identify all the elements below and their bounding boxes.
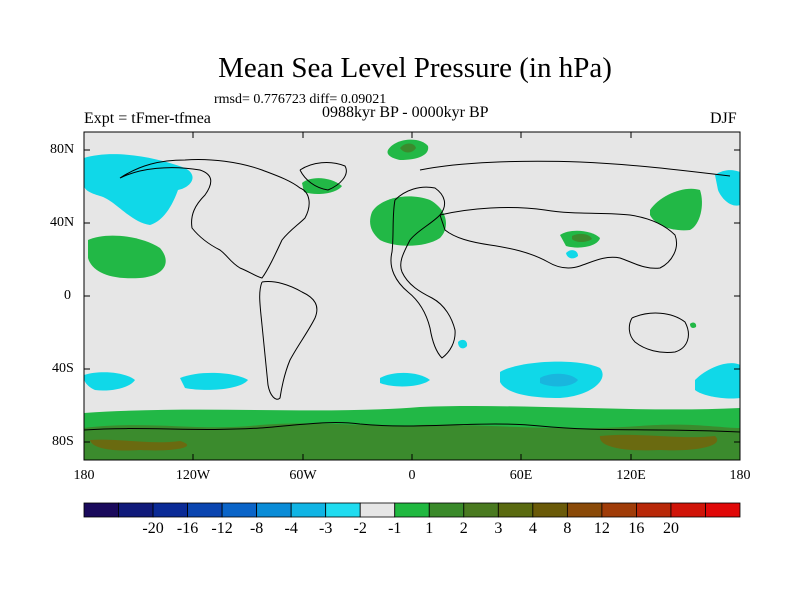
colorbar-label: -1 [388, 520, 402, 537]
north-pacific-negative-anomaly [84, 154, 193, 225]
rmsd-diff-label: rmsd= 0.776723 diff= 0.09021 [214, 92, 387, 107]
plot-title: Mean Sea Level Pressure (in hPa) [218, 52, 612, 84]
colorbar-label: -20 [142, 520, 164, 537]
lon-label-180e: 180 [729, 468, 751, 483]
colorbar-swatch-4 [221, 502, 258, 518]
colorbar-swatch-7 [325, 502, 361, 518]
lon-label-120e: 120E [616, 468, 646, 483]
madagascar-negative-anomaly [458, 339, 468, 349]
lon-label-60e: 60E [509, 468, 533, 483]
small-positive-anomaly [690, 322, 697, 328]
map-ticks [83, 132, 741, 460]
lat-label-40s: 40S [52, 361, 74, 376]
colorbar-label: 1 [425, 520, 434, 537]
arctic-coast [419, 160, 731, 177]
season-label: DJF [710, 110, 737, 127]
colorbar [83, 502, 741, 518]
colorbar-label: 8 [563, 520, 572, 537]
colorbar-swatch-11 [463, 502, 499, 518]
australia-coast [628, 312, 689, 353]
colorbar-swatch-10 [428, 502, 465, 518]
lon-label-180w: 180 [73, 468, 95, 483]
colorbar-swatch-17 [670, 502, 706, 518]
colorbar-label: -4 [284, 520, 298, 537]
colorbar-swatch-6 [290, 502, 327, 518]
colorbar-swatch-5 [256, 502, 292, 518]
lat-label-80s: 80S [52, 434, 74, 449]
lat-label-40n: 40N [50, 215, 75, 230]
south-pacific-negative-anomaly-1 [84, 372, 135, 391]
colorbar-swatch-13 [532, 502, 568, 518]
tibet-core [572, 233, 592, 242]
colorbar-label: 2 [459, 520, 468, 537]
south-atlantic-negative-anomaly [380, 372, 430, 387]
colorbar-label: 16 [628, 520, 645, 537]
arctic-core [400, 143, 416, 153]
north-america-coast [119, 159, 310, 279]
europe-atlantic-positive-anomaly [370, 196, 446, 246]
south-pacific-negative-anomaly-2 [180, 372, 248, 390]
colorbar-swatch-12 [497, 502, 534, 518]
colorbar-swatch-9 [394, 502, 430, 518]
colorbar-swatch-15 [601, 502, 637, 518]
colorbar-swatch-0 [83, 502, 119, 518]
colorbar-swatch-16 [636, 502, 672, 518]
colorbar-swatch-14 [566, 502, 603, 518]
colorbar-swatch-1 [118, 502, 154, 518]
east-asia-positive-anomaly [650, 188, 702, 231]
south-america-coast [259, 281, 318, 400]
colorbar-label: 4 [528, 520, 537, 537]
colorbar-label: -8 [249, 520, 264, 537]
lon-label-60w: 60W [289, 468, 317, 483]
lat-label-80n: 80N [50, 142, 75, 157]
colorbar-label: -16 [176, 520, 199, 537]
europe-africa-coast [390, 186, 456, 359]
colorbar-swatch-2 [152, 502, 188, 518]
colorbar-label: 12 [593, 520, 610, 537]
colorbar-swatch-18 [705, 502, 741, 518]
antarctic-strong-positive-anomaly [84, 423, 740, 460]
asia-coast [439, 207, 677, 269]
antarctic-max-anomaly-2 [599, 434, 718, 451]
east-pacific-positive-anomaly [88, 235, 166, 279]
colorbar-label: -12 [211, 520, 233, 537]
colorbar-label: -3 [319, 520, 333, 537]
lon-label-120w: 120W [175, 468, 211, 483]
lon-label-0: 0 [408, 468, 416, 483]
coastlines [83, 159, 741, 433]
greenland-positive-anomaly [302, 178, 342, 194]
colorbar-label: 20 [662, 520, 679, 537]
antarctic-max-anomaly [90, 439, 188, 451]
lat-label-0: 0 [64, 288, 71, 303]
north-atlantic-east-negative-anomaly [715, 170, 740, 206]
south-asia-negative-anomaly [566, 250, 578, 259]
colorbar-label: -2 [353, 520, 367, 537]
colorbar-label: 3 [494, 520, 503, 537]
map-panel [83, 131, 741, 461]
colorbar-swatch-3 [187, 502, 223, 518]
experiment-label: Expt = tFmer-tfmea [84, 110, 211, 127]
greenland-coast [299, 162, 347, 191]
indian-ocean-core [540, 373, 578, 387]
period-label: 0988kyr BP - 0000kyr BP [322, 104, 489, 121]
colorbar-swatch-8 [359, 502, 396, 518]
antarctica-coast [83, 422, 741, 433]
south-tasman-negative-anomaly [695, 363, 740, 399]
